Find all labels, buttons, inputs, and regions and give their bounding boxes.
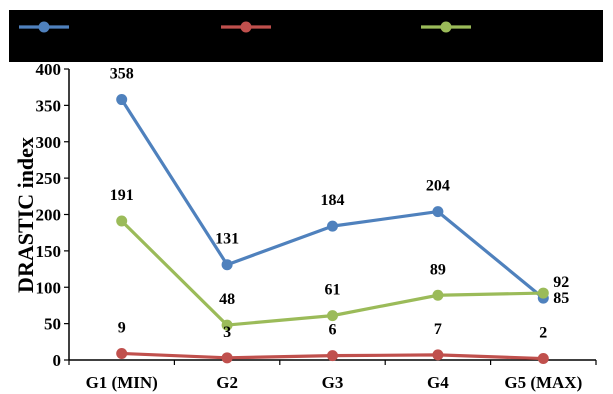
series-2-point-0	[116, 215, 128, 227]
series-0-label-4: 85	[553, 290, 569, 307]
series-0-point-2	[327, 220, 338, 232]
legend-item-0	[19, 21, 69, 33]
legend-item-1	[221, 21, 271, 33]
series-0-label-1: 131	[215, 231, 239, 248]
y-tick-label-1: 50	[44, 315, 61, 334]
series-1-label-2: 6	[329, 322, 337, 339]
series-1-label-0: 9	[118, 319, 126, 336]
x-tick-label-4: G5 (MAX)	[504, 373, 582, 392]
series-1-label-1: 3	[223, 324, 231, 341]
series-1-point-0	[116, 347, 128, 359]
legend-item-2	[421, 21, 471, 33]
series-2-point-4	[537, 287, 549, 299]
series-1-point-2	[327, 350, 338, 362]
x-tick-label-3: G4	[427, 373, 449, 392]
series-0-label-3: 204	[426, 178, 450, 195]
series-2-point-3	[432, 289, 444, 301]
legend-marker-0	[38, 21, 50, 33]
y-tick-label-2: 100	[36, 278, 62, 297]
series-0-point-1	[221, 259, 233, 271]
legend-marker-2	[440, 21, 452, 33]
series-2-line	[120, 219, 544, 327]
y-tick-label-4: 200	[36, 206, 62, 225]
x-tick-label-0: G1 (MIN)	[86, 373, 158, 392]
series-0-point-3	[432, 206, 444, 218]
series-0-label-0: 358	[110, 66, 134, 83]
legend	[9, 10, 603, 62]
series-2-label-3: 89	[430, 261, 446, 278]
y-tick-label-0: 0	[53, 351, 62, 370]
series-2-label-1: 48	[219, 291, 235, 308]
series-2-point-1	[221, 319, 233, 331]
series-1-label-4: 2	[539, 325, 547, 342]
series-1-point-1	[221, 352, 233, 364]
legend-marker-1	[240, 21, 252, 33]
series-1-point-3	[432, 349, 444, 361]
series-0-point-0	[116, 94, 128, 106]
y-tick-label-8: 400	[36, 60, 62, 79]
y-tick-label-3: 150	[36, 242, 62, 261]
series-2-point-2	[327, 310, 338, 322]
series-2-label-2: 61	[325, 282, 341, 299]
series-1-label-3: 7	[434, 321, 442, 338]
y-tick-label-7: 350	[36, 96, 62, 115]
series-2-label-4: 92	[553, 274, 569, 291]
x-tick-label-2: G3	[322, 373, 344, 392]
y-tick-label-5: 250	[36, 169, 62, 188]
x-tick-label-1: G2	[216, 373, 238, 392]
series-0-label-2: 184	[321, 192, 345, 209]
series-1-point-4	[537, 353, 549, 365]
legend-markers	[19, 21, 471, 33]
y-tick-label-6: 300	[36, 133, 62, 152]
series-2-label-0: 191	[110, 187, 134, 204]
